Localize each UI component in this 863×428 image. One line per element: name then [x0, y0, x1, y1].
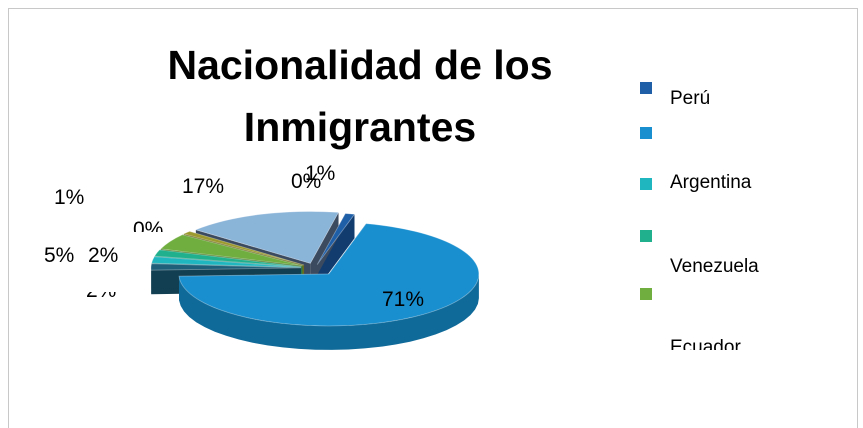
data-label-71: 71% — [382, 288, 424, 312]
legend-swatch-6 — [640, 288, 652, 300]
legend-label-venezuela: Venezuela — [670, 256, 759, 278]
data-label-0b-clip: 0% — [128, 218, 168, 232]
data-label-1a: 1% — [305, 162, 335, 186]
legend-label-argentina: Argentina — [670, 172, 751, 194]
legend-swatch-argentina — [640, 178, 652, 190]
data-label-2b: 2% — [86, 292, 116, 303]
legend-label-ecuador: Ecuador — [670, 337, 741, 350]
data-label-1b: 1% — [54, 186, 84, 210]
legend: Perú Argentina Venezuela Ecuador — [640, 70, 810, 350]
data-label-17: 17% — [182, 175, 224, 199]
legend-label-peru: Perú — [670, 88, 710, 110]
data-label-0b: 0% — [133, 218, 163, 232]
legend-swatch-peru — [640, 82, 652, 94]
data-label-2b-clip: 2% — [86, 292, 126, 303]
legend-swatch-4 — [640, 230, 652, 242]
legend-swatch-2 — [640, 127, 652, 139]
data-label-2a: 2% — [88, 244, 118, 268]
data-label-5: 5% — [44, 244, 74, 268]
